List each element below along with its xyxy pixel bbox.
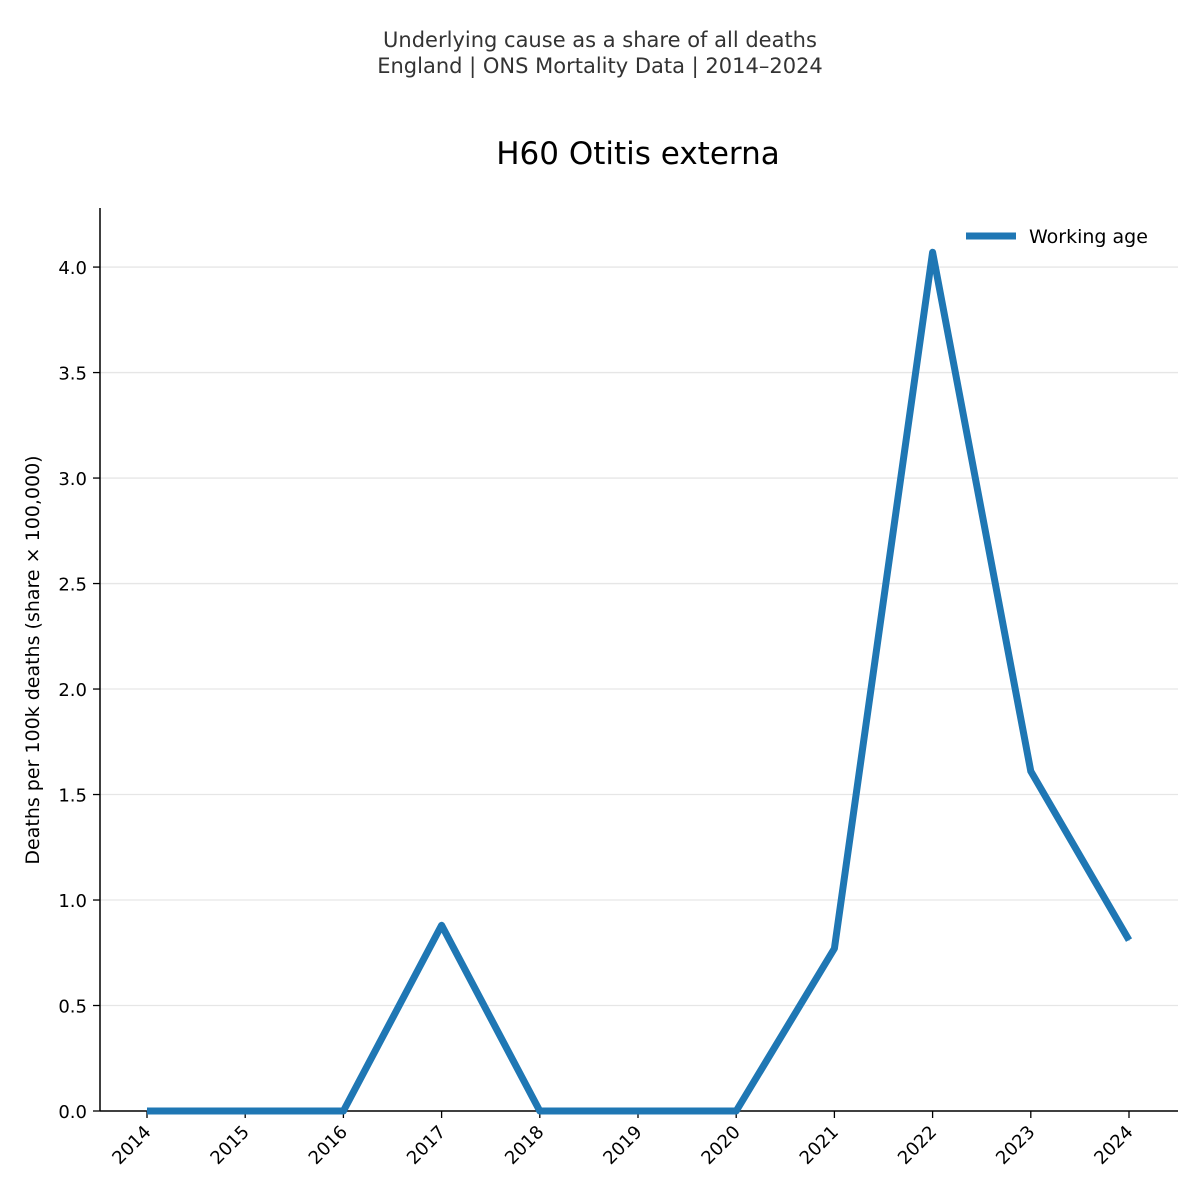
figure-subtitle-line-2: England | ONS Mortality Data | 2014–2024 <box>377 54 823 78</box>
data-point <box>1128 939 1130 941</box>
chart-title: H60 Otitis externa <box>496 136 780 172</box>
y-tick-label: 3.0 <box>58 469 87 490</box>
data-point <box>244 1110 246 1112</box>
data-point <box>932 251 934 253</box>
y-axis-label: Deaths per 100k deaths (share × 100,000) <box>22 455 44 864</box>
y-tick-label: 3.5 <box>58 364 87 385</box>
data-point <box>833 948 835 950</box>
y-tick-label: 2.5 <box>58 575 87 596</box>
x-tick-label: 2015 <box>206 1122 253 1169</box>
y-tick-label: 0.5 <box>58 997 87 1018</box>
y-tick-label: 0.0 <box>58 1102 87 1123</box>
legend: Working age <box>966 226 1148 248</box>
grid-lines <box>100 266 1178 1007</box>
data-point <box>146 1110 148 1112</box>
y-tick-label: 2.0 <box>58 680 87 701</box>
data-point <box>637 1110 639 1112</box>
y-tick-label: 1.0 <box>58 891 87 912</box>
y-tick-label: 4.0 <box>58 258 87 279</box>
y-tick-label: 1.5 <box>58 786 87 807</box>
x-tick-label: 2023 <box>992 1122 1039 1169</box>
data-point <box>1030 770 1032 772</box>
x-tick-label: 2018 <box>501 1122 548 1169</box>
x-tick-label: 2016 <box>305 1122 352 1169</box>
series-line <box>147 248 1133 1115</box>
x-tick-label: 2017 <box>403 1122 450 1169</box>
legend-label: Working age <box>1029 226 1148 248</box>
data-point <box>441 924 443 926</box>
data-point <box>735 1110 737 1112</box>
figure-subtitle-line-1: Underlying cause as a share of all death… <box>383 28 817 52</box>
x-tick-label: 2014 <box>108 1122 155 1169</box>
x-tick-label: 2022 <box>894 1122 941 1169</box>
data-point <box>539 1110 541 1112</box>
x-tick-label: 2021 <box>796 1122 843 1169</box>
series-layer <box>146 248 1133 1115</box>
x-tick-label: 2024 <box>1090 1122 1137 1169</box>
x-tick-label: 2020 <box>697 1122 744 1169</box>
x-tick-label: 2019 <box>599 1122 646 1169</box>
data-point <box>342 1110 344 1112</box>
